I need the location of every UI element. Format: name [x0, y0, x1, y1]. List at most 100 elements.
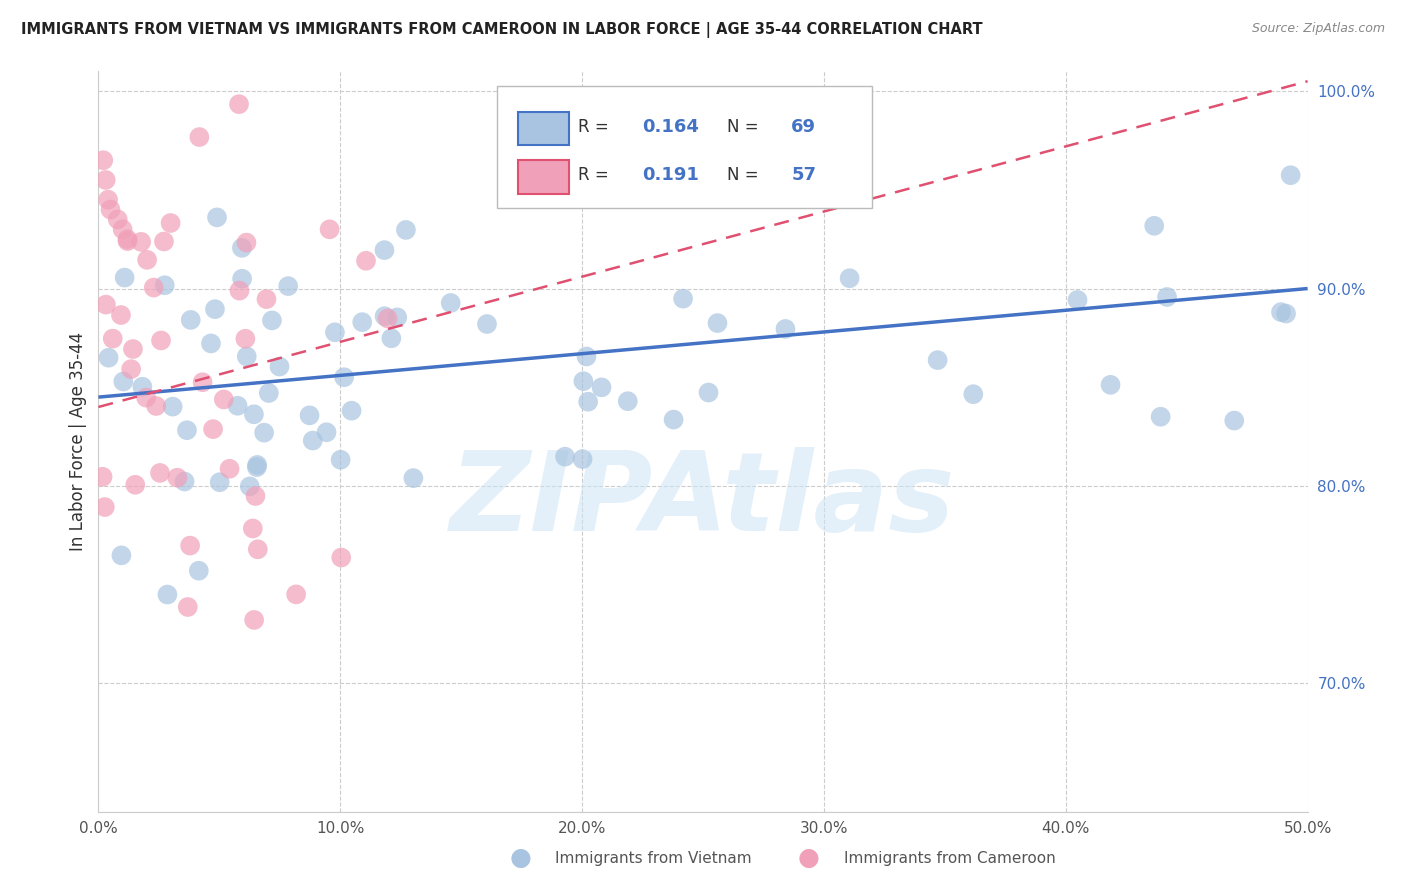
Point — [323, 326, 346, 340]
Point — [377, 311, 399, 326]
Point — [135, 391, 157, 405]
Point — [149, 466, 172, 480]
Point — [962, 387, 984, 401]
Point — [575, 350, 598, 364]
Text: ●: ● — [509, 847, 531, 870]
Point — [373, 243, 395, 257]
Point — [176, 423, 198, 437]
Point — [301, 434, 323, 448]
Point — [180, 313, 202, 327]
Point — [179, 539, 201, 553]
Point — [94, 500, 117, 514]
Point — [212, 392, 235, 407]
Point — [187, 564, 209, 578]
Text: Immigrants from Cameroon: Immigrants from Cameroon — [844, 851, 1056, 865]
Point — [554, 450, 576, 464]
Point — [402, 471, 425, 485]
Point — [188, 130, 211, 145]
Text: Source: ZipAtlas.com: Source: ZipAtlas.com — [1251, 22, 1385, 36]
Point — [246, 458, 269, 472]
Point — [380, 331, 402, 345]
Point — [235, 332, 257, 346]
Text: N =: N = — [727, 166, 759, 184]
Point — [775, 322, 797, 336]
Point — [107, 212, 129, 227]
Point — [242, 521, 264, 535]
Point — [591, 380, 613, 394]
Point — [1275, 307, 1298, 321]
Point — [315, 425, 337, 440]
Point — [136, 252, 159, 267]
Point — [111, 222, 134, 236]
Point — [156, 588, 179, 602]
Text: R =: R = — [578, 118, 609, 136]
Text: 57: 57 — [792, 166, 817, 184]
Point — [150, 334, 173, 348]
Point — [122, 342, 145, 356]
Point — [110, 549, 132, 563]
Point — [1099, 377, 1122, 392]
Text: R =: R = — [578, 166, 609, 184]
Point — [245, 489, 267, 503]
Point — [354, 253, 377, 268]
Point — [110, 308, 132, 322]
Point — [277, 279, 299, 293]
Point — [231, 241, 253, 255]
Point — [395, 223, 418, 237]
Point — [269, 359, 291, 374]
Point — [228, 284, 250, 298]
Point — [120, 362, 142, 376]
Point — [298, 409, 321, 423]
Point — [253, 425, 276, 440]
Point — [208, 475, 231, 490]
Point — [166, 471, 188, 485]
Text: N =: N = — [727, 118, 759, 136]
Point — [124, 477, 146, 491]
Point — [1143, 219, 1166, 233]
Point — [285, 587, 308, 601]
Point — [838, 271, 860, 285]
Point — [204, 302, 226, 317]
Point — [112, 375, 135, 389]
Point — [1279, 168, 1302, 182]
Point — [129, 235, 152, 249]
Point — [1270, 305, 1292, 319]
Point — [374, 309, 396, 323]
Point — [571, 452, 593, 467]
Point — [239, 479, 262, 493]
Point — [257, 386, 280, 401]
Point — [100, 202, 122, 217]
Point — [246, 542, 269, 557]
Point — [475, 317, 498, 331]
Point — [159, 216, 181, 230]
Point — [131, 380, 153, 394]
Point — [333, 370, 356, 384]
Point — [101, 332, 124, 346]
Point — [231, 271, 253, 285]
Text: 0.191: 0.191 — [643, 166, 699, 184]
Point — [153, 278, 176, 293]
Point — [256, 292, 278, 306]
Y-axis label: In Labor Force | Age 35-44: In Labor Force | Age 35-44 — [69, 332, 87, 551]
Point — [236, 350, 259, 364]
Point — [243, 613, 266, 627]
Point — [91, 153, 114, 168]
Point — [235, 235, 257, 250]
Point — [145, 399, 167, 413]
Point — [246, 460, 269, 475]
Point — [94, 298, 117, 312]
Text: 0.164: 0.164 — [643, 118, 699, 136]
Point — [177, 599, 200, 614]
Point — [1223, 413, 1246, 427]
Point — [329, 452, 352, 467]
Point — [572, 374, 595, 388]
Point — [260, 313, 283, 327]
Point — [1149, 409, 1171, 424]
Point — [218, 462, 240, 476]
Point — [340, 403, 363, 417]
Point — [200, 336, 222, 351]
Point — [1156, 290, 1178, 304]
Point — [97, 193, 120, 207]
Point — [1066, 293, 1088, 307]
Point — [226, 399, 249, 413]
